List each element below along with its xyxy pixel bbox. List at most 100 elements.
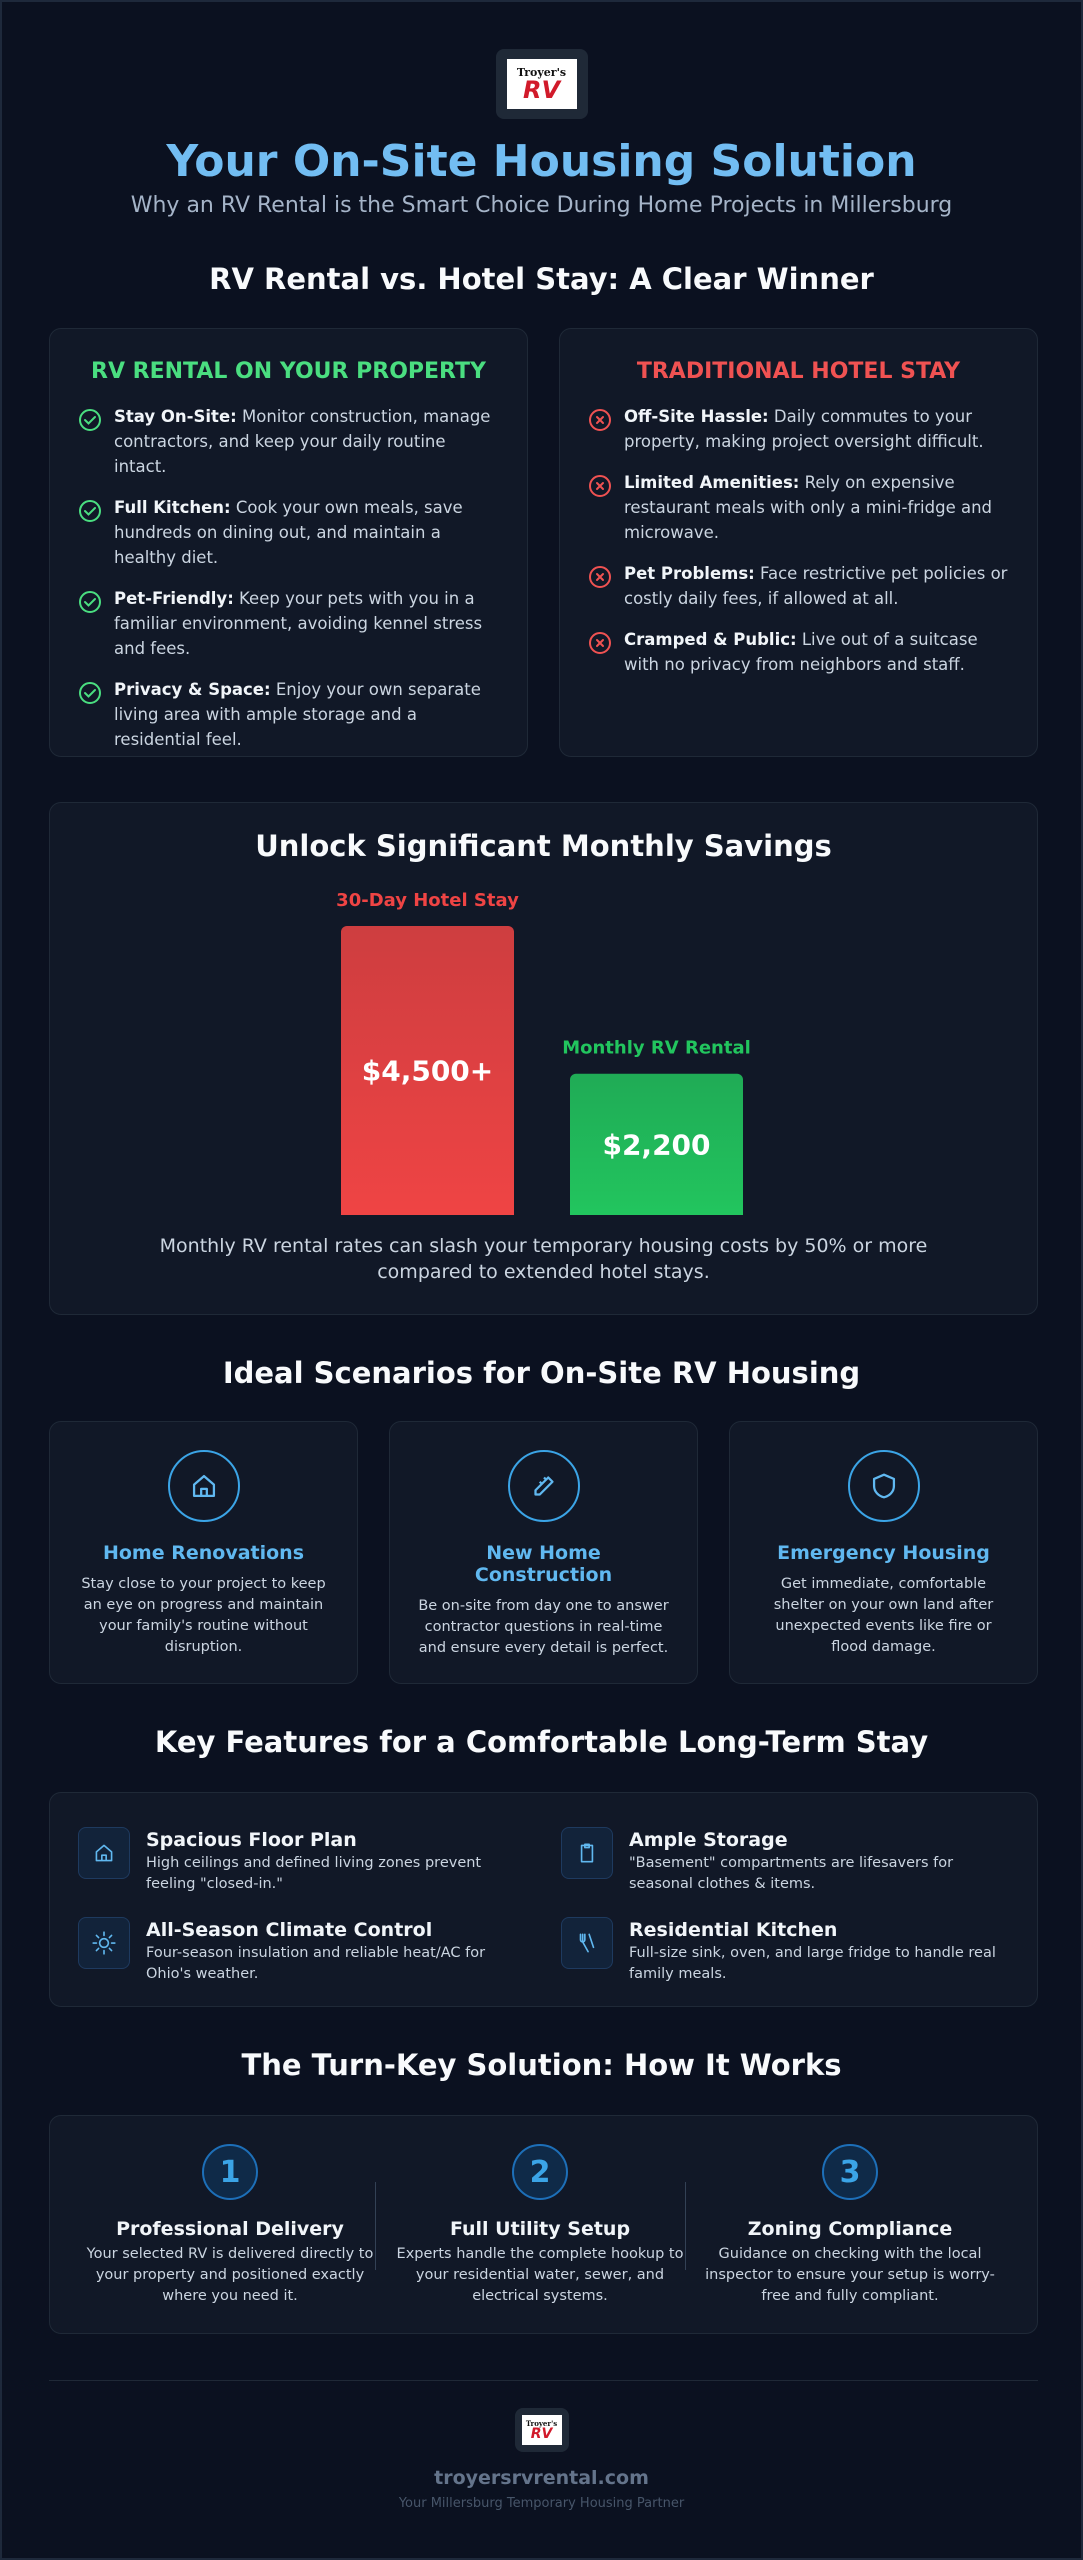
feature-icon xyxy=(78,1917,130,1969)
icon xyxy=(192,1474,215,1498)
item-label: Off-Site Hassle: xyxy=(624,407,769,426)
comparison-card: RV RENTAL ON YOUR PROPERTY Stay On-Site: … xyxy=(49,328,528,757)
item-desc: Keep your pets with you in a familiar en… xyxy=(114,589,483,658)
feature-icon xyxy=(78,1827,130,1879)
step-text: Guidance on checking with the local insp… xyxy=(705,2246,995,2304)
item-label: Pet Problems: xyxy=(624,564,755,583)
item-text: Limited Amenities: Rely on expensive res… xyxy=(624,470,1009,545)
section-heading: Ideal Scenarios for On-Site RV Housing xyxy=(222,1356,861,1390)
section-heading: Key Features for a Comfortable Long-Term… xyxy=(154,1725,929,1759)
icon xyxy=(533,1476,554,1496)
list-item: Limited Amenities: Rely on expensive res… xyxy=(588,470,1009,545)
item-text: Pet Problems: Face restrictive pet polic… xyxy=(624,561,1009,611)
feature-icon xyxy=(561,1917,613,1969)
list-item: Off-Site Hassle: Daily commutes to your … xyxy=(588,404,1009,454)
logo-text: Troyer's xyxy=(525,2418,558,2428)
item-icon xyxy=(79,591,101,613)
bar xyxy=(341,926,514,1215)
item-text: Stay On-Site: Monitor construction, mana… xyxy=(114,404,499,479)
scenario-card: Home Renovations Stay close to your proje… xyxy=(49,1421,358,1684)
item-icon xyxy=(79,409,101,431)
feature-text: Full-size sink, oven, and large fridge t… xyxy=(629,1945,996,1982)
list-item: Pet-Friendly: Keep your pets with you in… xyxy=(78,586,499,661)
icon-glyph xyxy=(84,598,96,607)
scenario-text: Be on-site from day one to answer contra… xyxy=(418,1598,669,1656)
footer-url: troyersrvrental.com xyxy=(434,2467,649,2489)
section-heading: RV Rental vs. Hotel Stay: A Clear Winner xyxy=(209,262,874,296)
step-number: 3 xyxy=(822,2144,878,2200)
icon xyxy=(872,1473,895,1499)
list-item: Pet Problems: Face restrictive pet polic… xyxy=(588,561,1009,611)
comparison-card: TRADITIONAL HOTEL STAY Off-Site Hassle: D… xyxy=(559,328,1038,757)
icon-glyph xyxy=(580,1843,594,1863)
step-title: Zoning Compliance xyxy=(747,2218,953,2240)
scenario-title: Emergency Housing xyxy=(777,1542,990,1564)
scenario-text: Stay close to your project to keep an ey… xyxy=(81,1576,326,1655)
icon-glyph xyxy=(192,1474,215,1498)
scenario-title: Home Renovations xyxy=(102,1542,305,1564)
scenario-icon xyxy=(167,1450,240,1522)
logo-mark: RV xyxy=(522,75,561,104)
subtitle: Why an RV Rental is the Smart Choice Dur… xyxy=(130,193,953,218)
feature-title: All-Season Climate Control xyxy=(146,1919,433,1941)
divider xyxy=(49,2380,1038,2381)
icon-circle xyxy=(589,566,611,588)
bar-base xyxy=(570,1209,743,1215)
step-divider xyxy=(685,2182,686,2270)
logo-mark: RV xyxy=(530,2425,553,2442)
category-label: Monthly RV Rental xyxy=(562,1038,751,1059)
step-divider xyxy=(375,2182,376,2270)
item-label: Stay On-Site: xyxy=(114,407,237,426)
icon-glyph xyxy=(596,573,604,581)
value-label: $4,500+ xyxy=(362,1055,494,1088)
item-desc: Face restrictive pet policies or costly … xyxy=(624,564,1008,608)
icon-glyph xyxy=(92,1931,116,1955)
icon-circle xyxy=(79,682,101,704)
icon-glyph xyxy=(84,507,96,516)
icon-glyph xyxy=(84,689,96,698)
icon-circle xyxy=(589,409,611,431)
item-label: Privacy & Space: xyxy=(114,680,271,699)
title: Your On-Site Housing Solution xyxy=(166,136,917,187)
step-text: Your selected RV is delivered directly t… xyxy=(86,2246,374,2304)
item-label: Pet-Friendly: xyxy=(114,589,234,608)
icon-glyph xyxy=(596,416,604,424)
item-text: Privacy & Space: Enjoy your own separate… xyxy=(114,677,499,752)
item-icon xyxy=(589,632,611,654)
feature: Ample Storage "Basement" compartments are… xyxy=(561,1827,1001,1895)
scenario-title: New Home Construction xyxy=(474,1542,613,1586)
feature-body: All-Season Climate Control Four-season in… xyxy=(146,1917,518,1985)
logo: Troyer's RV xyxy=(495,49,588,119)
steps-card: 1 Professional Delivery Your selected RV i… xyxy=(49,2115,1038,2334)
icon xyxy=(92,1931,116,1955)
list-item: Full Kitchen: Cook your own meals, save … xyxy=(78,495,499,570)
scenario-icon xyxy=(507,1450,580,1522)
column-title: TRADITIONAL HOTEL STAY xyxy=(636,359,961,384)
item-desc: Live out of a suitcase with no privacy f… xyxy=(624,630,978,674)
feature: All-Season Climate Control Four-season in… xyxy=(78,1917,518,1985)
scenario-card: Emergency Housing Get immediate, comforta… xyxy=(729,1421,1038,1684)
bar xyxy=(570,1073,743,1215)
list-item: Cramped & Public: Live out of a suitcase… xyxy=(588,627,1009,677)
scenario-card: New Home Construction Be on-site from day… xyxy=(389,1421,698,1684)
icon-circle xyxy=(79,591,101,613)
icon-glyph xyxy=(95,1844,113,1862)
item-icon xyxy=(589,566,611,588)
icon-circle xyxy=(79,500,101,522)
footer-logo: Troyer's RV xyxy=(514,2408,569,2452)
footer-tagline: Your Millersburg Temporary Housing Partn… xyxy=(398,2496,685,2511)
step-text: Experts handle the complete hookup to yo… xyxy=(396,2246,684,2304)
item-text: Cramped & Public: Live out of a suitcase… xyxy=(624,627,1009,677)
icon-glyph xyxy=(84,416,96,425)
step: 2 Full Utility Setup Experts handle the co… xyxy=(390,2144,690,2307)
features-card: Spacious Floor Plan High ceilings and def… xyxy=(49,1792,1038,2007)
feature-title: Spacious Floor Plan xyxy=(146,1829,357,1851)
item-icon xyxy=(79,682,101,704)
item-desc: Enjoy your own separate living area with… xyxy=(114,680,481,749)
feature: Spacious Floor Plan High ceilings and def… xyxy=(78,1827,518,1895)
list-item: Privacy & Space: Enjoy your own separate… xyxy=(78,677,499,752)
icon-glyph xyxy=(533,1476,554,1496)
item-label: Full Kitchen: xyxy=(114,498,231,517)
step-title: Professional Delivery xyxy=(116,2218,344,2240)
